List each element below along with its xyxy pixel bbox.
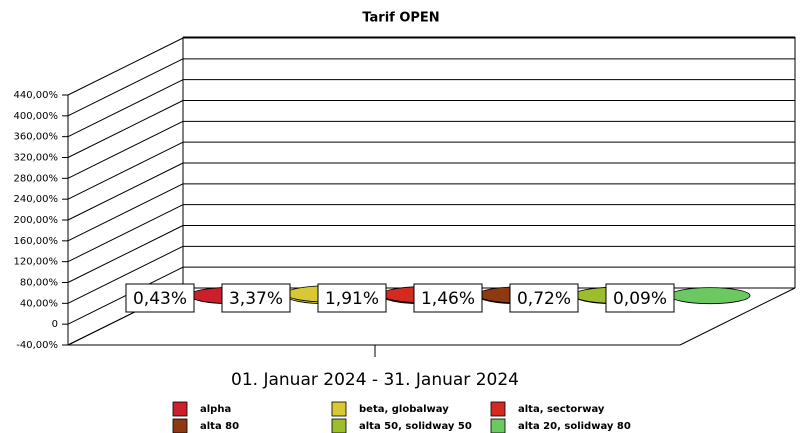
y-tick-label: 280,00% [14, 173, 59, 184]
legend-swatch [331, 418, 347, 433]
legend-swatch [172, 401, 188, 417]
value-label-box [509, 283, 579, 313]
legend-label: alta 50, solidway 50 [359, 421, 472, 432]
y-tick-label: 0 [52, 319, 58, 330]
legend-swatch [490, 401, 506, 417]
value-label-box [413, 283, 483, 313]
legend-swatch [331, 401, 347, 417]
legend-label: alta, sectorway [518, 404, 605, 415]
grid-line [67, 37, 184, 96]
bar [669, 287, 751, 305]
grid-line [67, 225, 184, 283]
y-tick-label: -40,00% [16, 340, 58, 351]
y-tick-label: 240,00% [14, 194, 59, 205]
value-label: 0,43% [133, 289, 187, 309]
chart-title: Tarif OPEN [362, 11, 439, 26]
legend-label: alpha [200, 404, 231, 415]
grid-line [67, 79, 184, 138]
y-tick-label: 160,00% [14, 236, 59, 247]
grid-line [67, 141, 184, 200]
grid-line [67, 120, 184, 179]
grid-line [67, 162, 184, 221]
value-label-box [125, 283, 195, 313]
y-tick-label: 320,00% [14, 153, 59, 164]
grid-line [67, 183, 184, 242]
y-tick-label: 120,00% [14, 257, 59, 268]
grid-line [67, 245, 184, 304]
value-label-box [317, 283, 387, 313]
legend-label: alta 80 [200, 421, 239, 432]
y-tick-label: 360,00% [14, 132, 59, 143]
value-label: 3,37% [229, 289, 283, 309]
legend-swatch [490, 418, 506, 433]
y-tick-label: 80,00% [20, 278, 58, 289]
y-tick-label: 400,00% [14, 111, 59, 122]
legend-label: alta 20, solidway 80 [518, 421, 631, 432]
value-label: 1,91% [325, 289, 379, 309]
value-label: 0,72% [517, 289, 571, 309]
value-label: 0,09% [613, 289, 667, 309]
grid-line [67, 204, 184, 263]
value-label-box [605, 283, 675, 313]
value-label: 1,46% [421, 289, 475, 309]
legend-swatch [172, 418, 188, 433]
y-tick-label: 200,00% [14, 215, 59, 226]
legend-label: beta, globalway [359, 404, 449, 415]
grid-line [67, 100, 184, 158]
y-tick-label: 40,00% [20, 298, 58, 309]
value-label-box [221, 283, 291, 313]
grid-line [67, 58, 184, 117]
y-tick-label: 440,00% [14, 90, 59, 101]
x-tick-label: 01. Januar 2024 - 31. Januar 2024 [231, 370, 519, 390]
